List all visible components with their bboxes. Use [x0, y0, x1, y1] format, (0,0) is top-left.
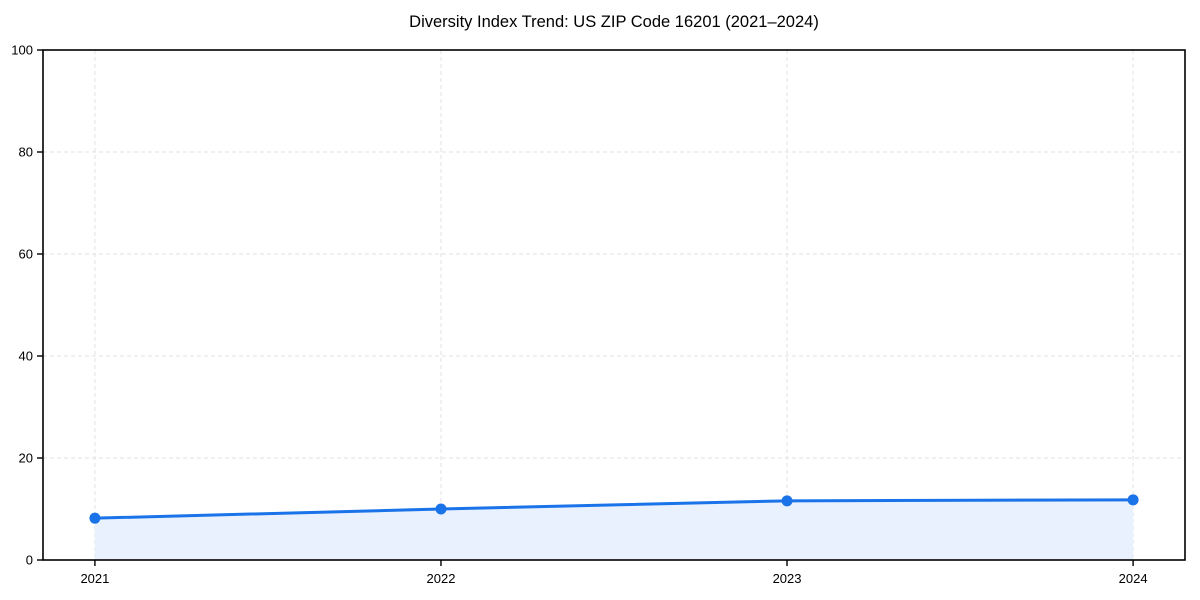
x-tick-label-2022: 2022: [427, 571, 456, 586]
plot-border: [42, 49, 1186, 561]
y-tick-label-100: 100: [11, 43, 33, 58]
area-fill: [94, 499, 1134, 560]
y-tick-label-0: 0: [26, 553, 33, 568]
x-tick-label-2023: 2023: [773, 571, 802, 586]
plot-area: [43, 50, 1185, 560]
x-tick-label-2021: 2021: [80, 571, 109, 586]
y-tick-label-80: 80: [19, 145, 33, 160]
y-tick-label-40: 40: [19, 349, 33, 364]
trend-line: [93, 498, 1135, 520]
chart-title: Diversity Index Trend: US ZIP Code 16201…: [409, 13, 819, 31]
data-point-2024: [1127, 494, 1139, 506]
data-point-2022: [435, 503, 447, 515]
y-tick-label-20: 20: [19, 451, 33, 466]
y-tick-label-60: 60: [19, 247, 33, 262]
data-point-2023: [781, 495, 793, 507]
x-tick-label-2024: 2024: [1119, 571, 1148, 586]
data-point-2021: [89, 512, 101, 524]
